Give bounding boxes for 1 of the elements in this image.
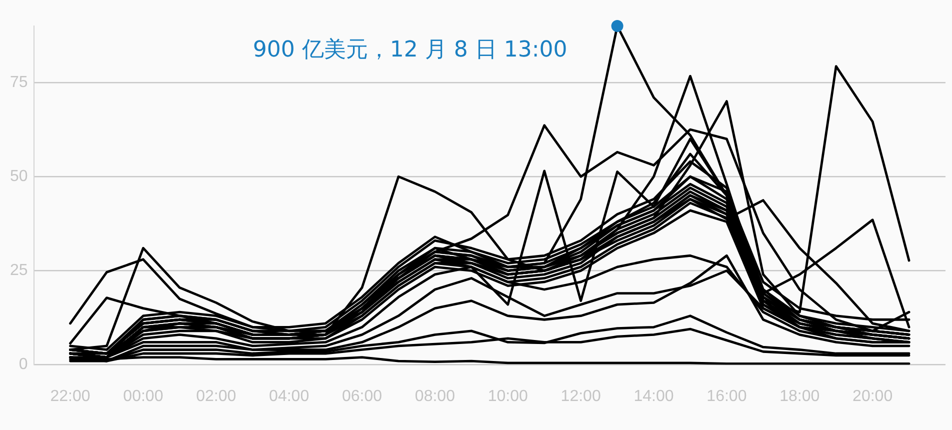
annotation: 900 亿美元，12 月 8 日 13:00 [252,38,568,63]
